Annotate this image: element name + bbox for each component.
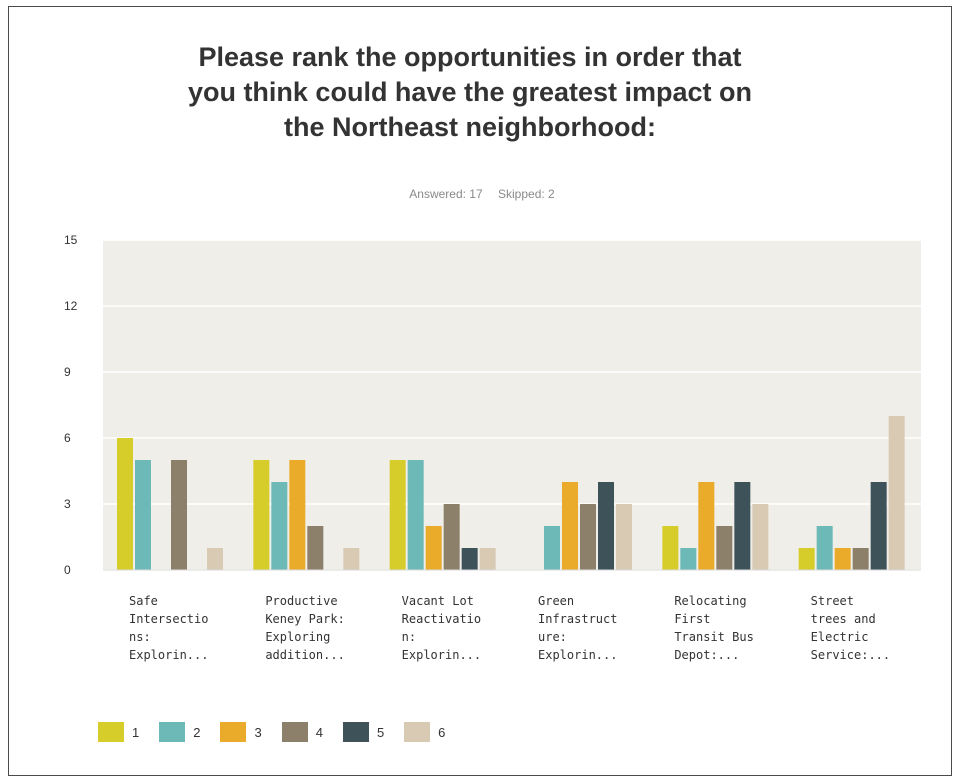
bar xyxy=(834,548,851,570)
bar xyxy=(544,526,560,570)
bar xyxy=(852,548,869,570)
answered-count: Answered: 17 xyxy=(409,187,483,201)
legend-entry: 2 xyxy=(159,722,200,742)
x-tick-label: Green Infrastruct ure: Explorin... xyxy=(538,594,618,662)
bar xyxy=(598,482,614,570)
bar xyxy=(407,460,424,570)
response-stats: Answered: 17 Skipped: 2 xyxy=(0,187,964,201)
x-tick-label: Vacant Lot Reactivatio n: Explorin... xyxy=(401,594,482,662)
legend-swatch xyxy=(220,722,247,742)
x-tick-label: Safe Intersectio ns: Explorin... xyxy=(129,594,209,662)
legend-entry: 1 xyxy=(98,722,139,742)
bar xyxy=(734,482,751,570)
bar xyxy=(680,548,697,570)
bar xyxy=(580,504,596,570)
y-tick-label: 6 xyxy=(64,431,71,445)
bar xyxy=(207,548,223,570)
x-tick-label: Productive Keney Park: Exploring addition..… xyxy=(265,594,345,662)
legend-label: 4 xyxy=(315,724,323,740)
y-tick-label: 15 xyxy=(64,233,78,247)
legend-label: 6 xyxy=(438,724,446,740)
legend-entry: 4 xyxy=(281,722,323,742)
title-line-2: you think could have the greatest impact… xyxy=(187,77,753,107)
bar xyxy=(888,416,905,570)
legend-label: 3 xyxy=(254,724,262,740)
y-tick-label: 3 xyxy=(64,497,71,511)
x-tick-label: Relocating First Transit Bus Depot:... xyxy=(674,594,754,662)
plot-area xyxy=(103,240,921,570)
title-line-1: Please rank the opportunities in order t… xyxy=(198,42,742,72)
bar xyxy=(307,526,324,570)
legend-label: 2 xyxy=(193,724,201,740)
bar xyxy=(135,460,151,570)
bar xyxy=(662,526,679,570)
y-tick-label: 0 xyxy=(64,563,71,577)
bar xyxy=(616,504,632,570)
skipped-count: Skipped: 2 xyxy=(498,187,555,201)
y-tick-label: 12 xyxy=(64,299,78,313)
x-tick-label: Street trees and Electric Service:... xyxy=(810,594,891,662)
legend-swatch xyxy=(98,722,124,742)
legend-label: 1 xyxy=(132,724,140,740)
bar xyxy=(443,504,460,570)
legend-swatch xyxy=(281,722,308,742)
chart-title: Please rank the opportunities in order t… xyxy=(70,40,870,145)
bar xyxy=(389,460,406,570)
bar xyxy=(816,526,833,570)
legend-swatch xyxy=(159,722,186,742)
legend-entry: 5 xyxy=(342,722,385,742)
legend-entry: 3 xyxy=(220,722,262,742)
chart-legend: 1 2 3 4 5 6 xyxy=(98,722,465,742)
bar xyxy=(271,482,288,570)
legend-label: 5 xyxy=(376,724,385,740)
legend-swatch xyxy=(342,722,369,742)
bar xyxy=(343,548,360,570)
legend-swatch xyxy=(404,722,431,742)
bar xyxy=(716,526,733,570)
bar xyxy=(752,504,769,570)
bar xyxy=(171,460,187,570)
legend-entry: 6 xyxy=(404,722,445,742)
bar xyxy=(870,482,887,570)
bar xyxy=(461,548,478,570)
bar xyxy=(562,482,578,570)
y-tick-label: 9 xyxy=(64,365,71,379)
bar xyxy=(698,482,715,570)
bar xyxy=(425,526,442,570)
title-line-3: the Northeast neighborhood: xyxy=(284,112,656,142)
bar xyxy=(479,548,496,570)
bar xyxy=(253,460,270,570)
bar xyxy=(289,460,306,570)
bar xyxy=(117,438,133,570)
bar xyxy=(798,548,815,570)
